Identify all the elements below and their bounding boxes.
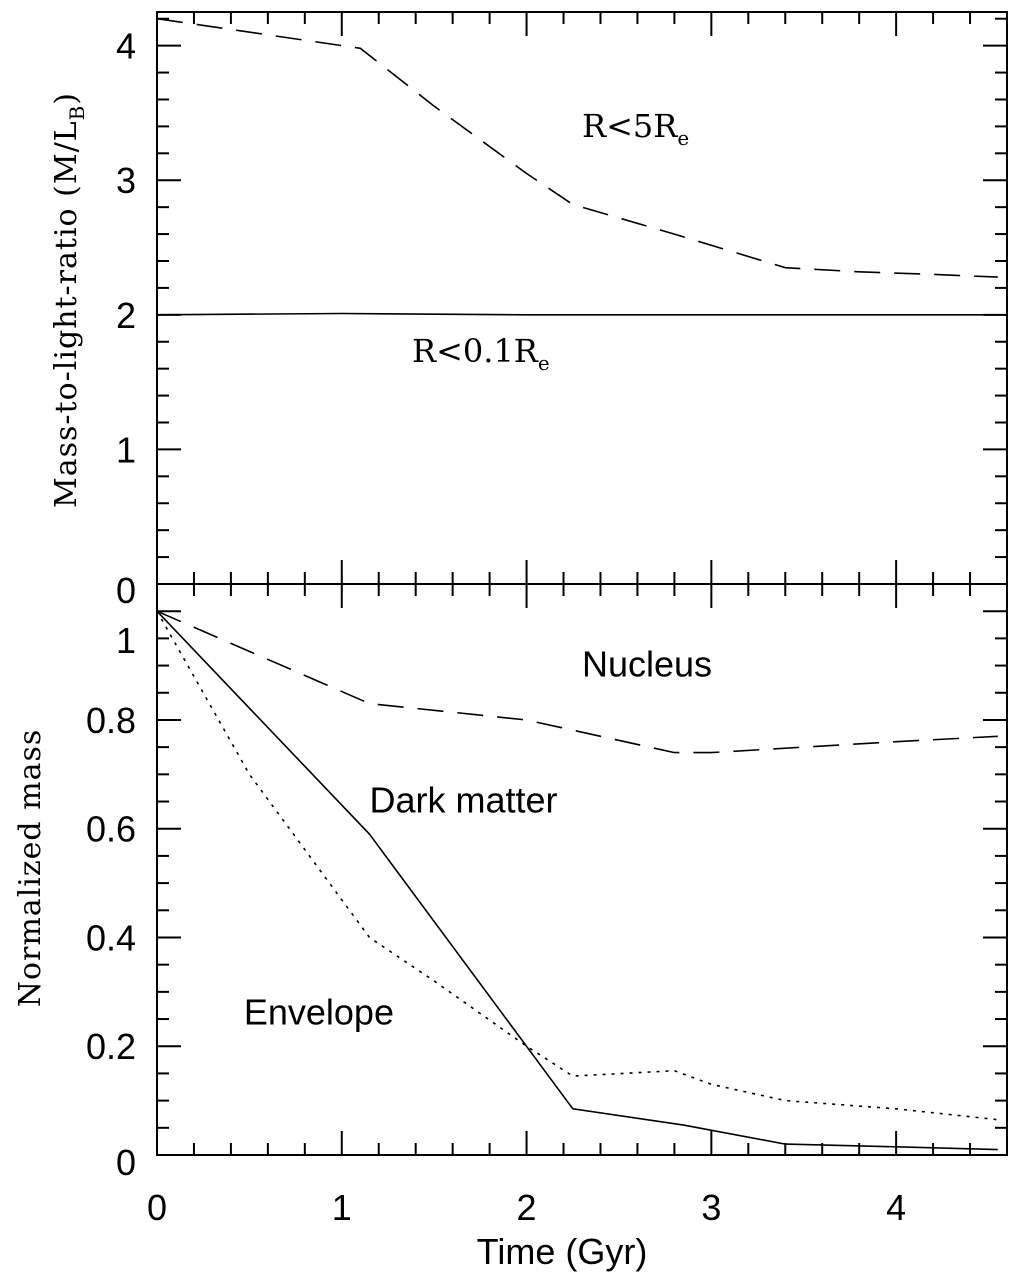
y-tick-label: 3 (116, 160, 136, 201)
y-tick-label: 1 (116, 429, 136, 470)
y-tick-label: 0.6 (86, 809, 136, 850)
y-axis-title: Normalized mass (13, 729, 48, 1008)
x-tick-label: 1 (332, 1187, 352, 1228)
series-line-dotted (156, 610, 998, 1121)
plot-frame (156, 583, 1008, 1156)
top-panel-mass-to-light: 0 1 2 3 4 Mass-to-light-ratio (M/LB) R<5Re R<0.… (49, 11, 1008, 611)
x-axis-title: Time (Gyr) (477, 1231, 648, 1272)
series-annotation: Dark matter (370, 779, 558, 820)
y-tick-label: 0 (116, 1142, 136, 1183)
y-axis-title: Mass-to-light-ratio (M/LB) (49, 92, 89, 508)
series-annotation: R<0.1Re (412, 332, 550, 375)
y-tick-label: 0.8 (86, 700, 136, 741)
y-tick-label: 4 (116, 26, 136, 67)
plot-frame (156, 11, 1008, 585)
x-tick-label: 3 (701, 1187, 721, 1228)
bottom-panel-normalized-mass: 0 0.2 0.4 0.6 0.8 1 0 1 2 3 4 Time (Gyr) Normalized … (13, 583, 1008, 1272)
x-tick-label: 0 (147, 1187, 167, 1228)
series-line-solid (156, 312, 1007, 316)
y-tick-label: 0.2 (86, 1026, 136, 1067)
series-annotation: R<5Re (582, 107, 689, 150)
series-annotation: Nucleus (582, 643, 712, 684)
series-annotation: Envelope (244, 991, 394, 1032)
y-tick-label: 0 (116, 570, 136, 611)
y-tick-label: 0.4 (86, 917, 136, 958)
series-line-dashed (156, 610, 998, 754)
series-line-solid (156, 610, 998, 1151)
x-tick-label: 4 (886, 1187, 906, 1228)
series-line-dashed (156, 17, 998, 278)
x-tick-label: 2 (517, 1187, 537, 1228)
y-tick-label: 1 (116, 620, 136, 661)
y-tick-label: 2 (116, 295, 136, 336)
